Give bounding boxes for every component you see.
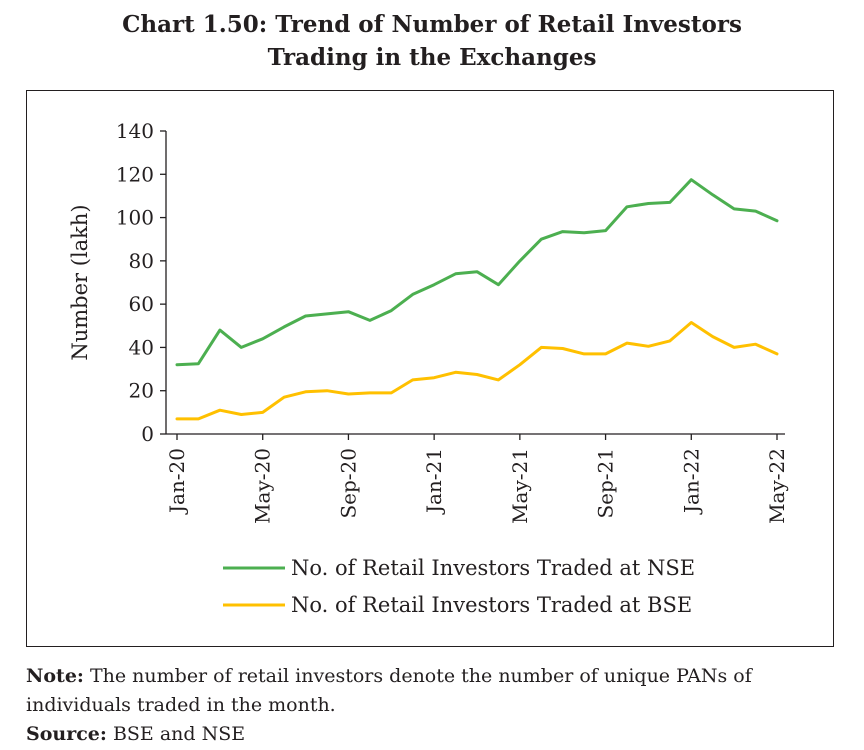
y-tick-label: 40 [129,335,154,359]
x-tick-label: Sep-21 [594,448,618,519]
source-line: Source: BSE and NSE [26,720,846,749]
x-tick-label: Jan-21 [422,448,446,515]
y-tick-label: 120 [116,162,154,186]
x-tick-label: May-20 [251,448,275,524]
legend-label: No. of Retail Investors Traded at NSE [291,556,695,580]
x-tick-label: Jan-22 [679,448,703,515]
y-tick-label: 140 [116,119,154,143]
chart-frame: 0 20 40 60 80 100 120 140 Number (lakh) Jan-20 May… [26,90,834,647]
source-text: BSE and NSE [112,723,246,745]
x-tick-label: Sep-20 [336,448,360,519]
y-tick-label: 100 [116,206,154,230]
legend-label: No. of Retail Investors Traded at BSE [291,593,692,617]
x-tick-label: Jan-20 [165,448,189,515]
chart-notes: Note: The number of retail investors den… [26,662,846,749]
chart-title-line-1: Chart 1.50: Trend of Number of Retail In… [122,11,742,38]
y-tick-label: 20 [129,379,154,403]
x-tick-label: May-22 [765,448,789,524]
chart-title-line-2: Trading in the Exchanges [267,44,597,71]
y-axis-title: Number (lakh) [68,204,92,360]
source-label: Source: [26,723,107,745]
bse-series-line [175,321,779,421]
y-tick-label: 60 [129,292,154,316]
y-tick-label: 0 [141,422,154,446]
note-line: Note: The number of retail investors den… [26,662,846,720]
note-text: The number of retail investors denote th… [26,665,752,716]
chart-title: Chart 1.50: Trend of Number of Retail In… [0,8,864,74]
line-chart: 0 20 40 60 80 100 120 140 Number (lakh) Jan-20 May… [68,119,789,617]
nse-series-line [175,178,779,367]
x-tick-label: May-21 [508,448,532,524]
y-tick-label: 80 [129,249,154,273]
note-label: Note: [26,665,84,687]
